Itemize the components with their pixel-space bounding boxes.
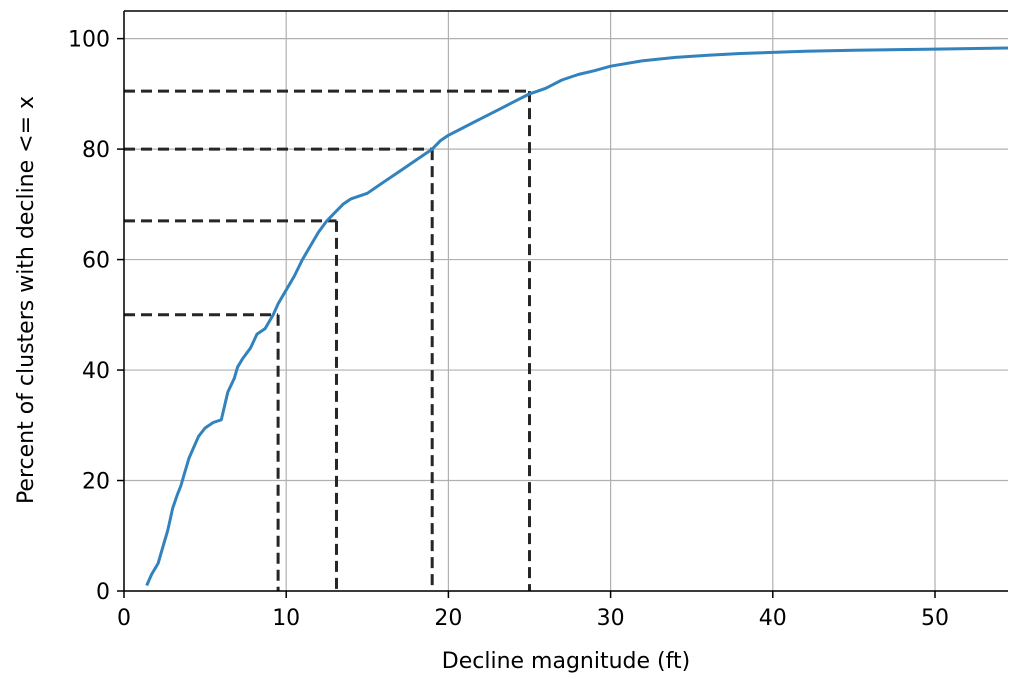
x-tick-label: 50 xyxy=(921,606,949,631)
axes xyxy=(117,10,1008,598)
grid xyxy=(123,11,1008,592)
tick-labels: 0 10 20 30 40 50 0 20 40 60 80 100 xyxy=(68,28,949,631)
reference-lines xyxy=(124,89,532,591)
x-tick-label: 30 xyxy=(597,606,625,631)
y-tick-label: 40 xyxy=(82,359,110,384)
x-tick-label: 0 xyxy=(117,606,131,631)
cdf-curve xyxy=(145,46,1009,587)
y-tick-label: 100 xyxy=(68,28,110,53)
y-tick-label: 60 xyxy=(82,249,110,274)
x-tick-label: 10 xyxy=(272,606,300,631)
x-tick-label: 20 xyxy=(434,606,462,631)
series-layer xyxy=(145,46,1009,587)
y-tick-label: 80 xyxy=(82,138,110,163)
y-tick-label: 0 xyxy=(96,580,110,605)
x-tick-label: 40 xyxy=(759,606,787,631)
y-tick-label: 20 xyxy=(82,470,110,495)
y-axis-title: Percent of clusters with decline <= x xyxy=(14,96,39,504)
x-axis-title: Decline magnitude (ft) xyxy=(442,649,690,674)
